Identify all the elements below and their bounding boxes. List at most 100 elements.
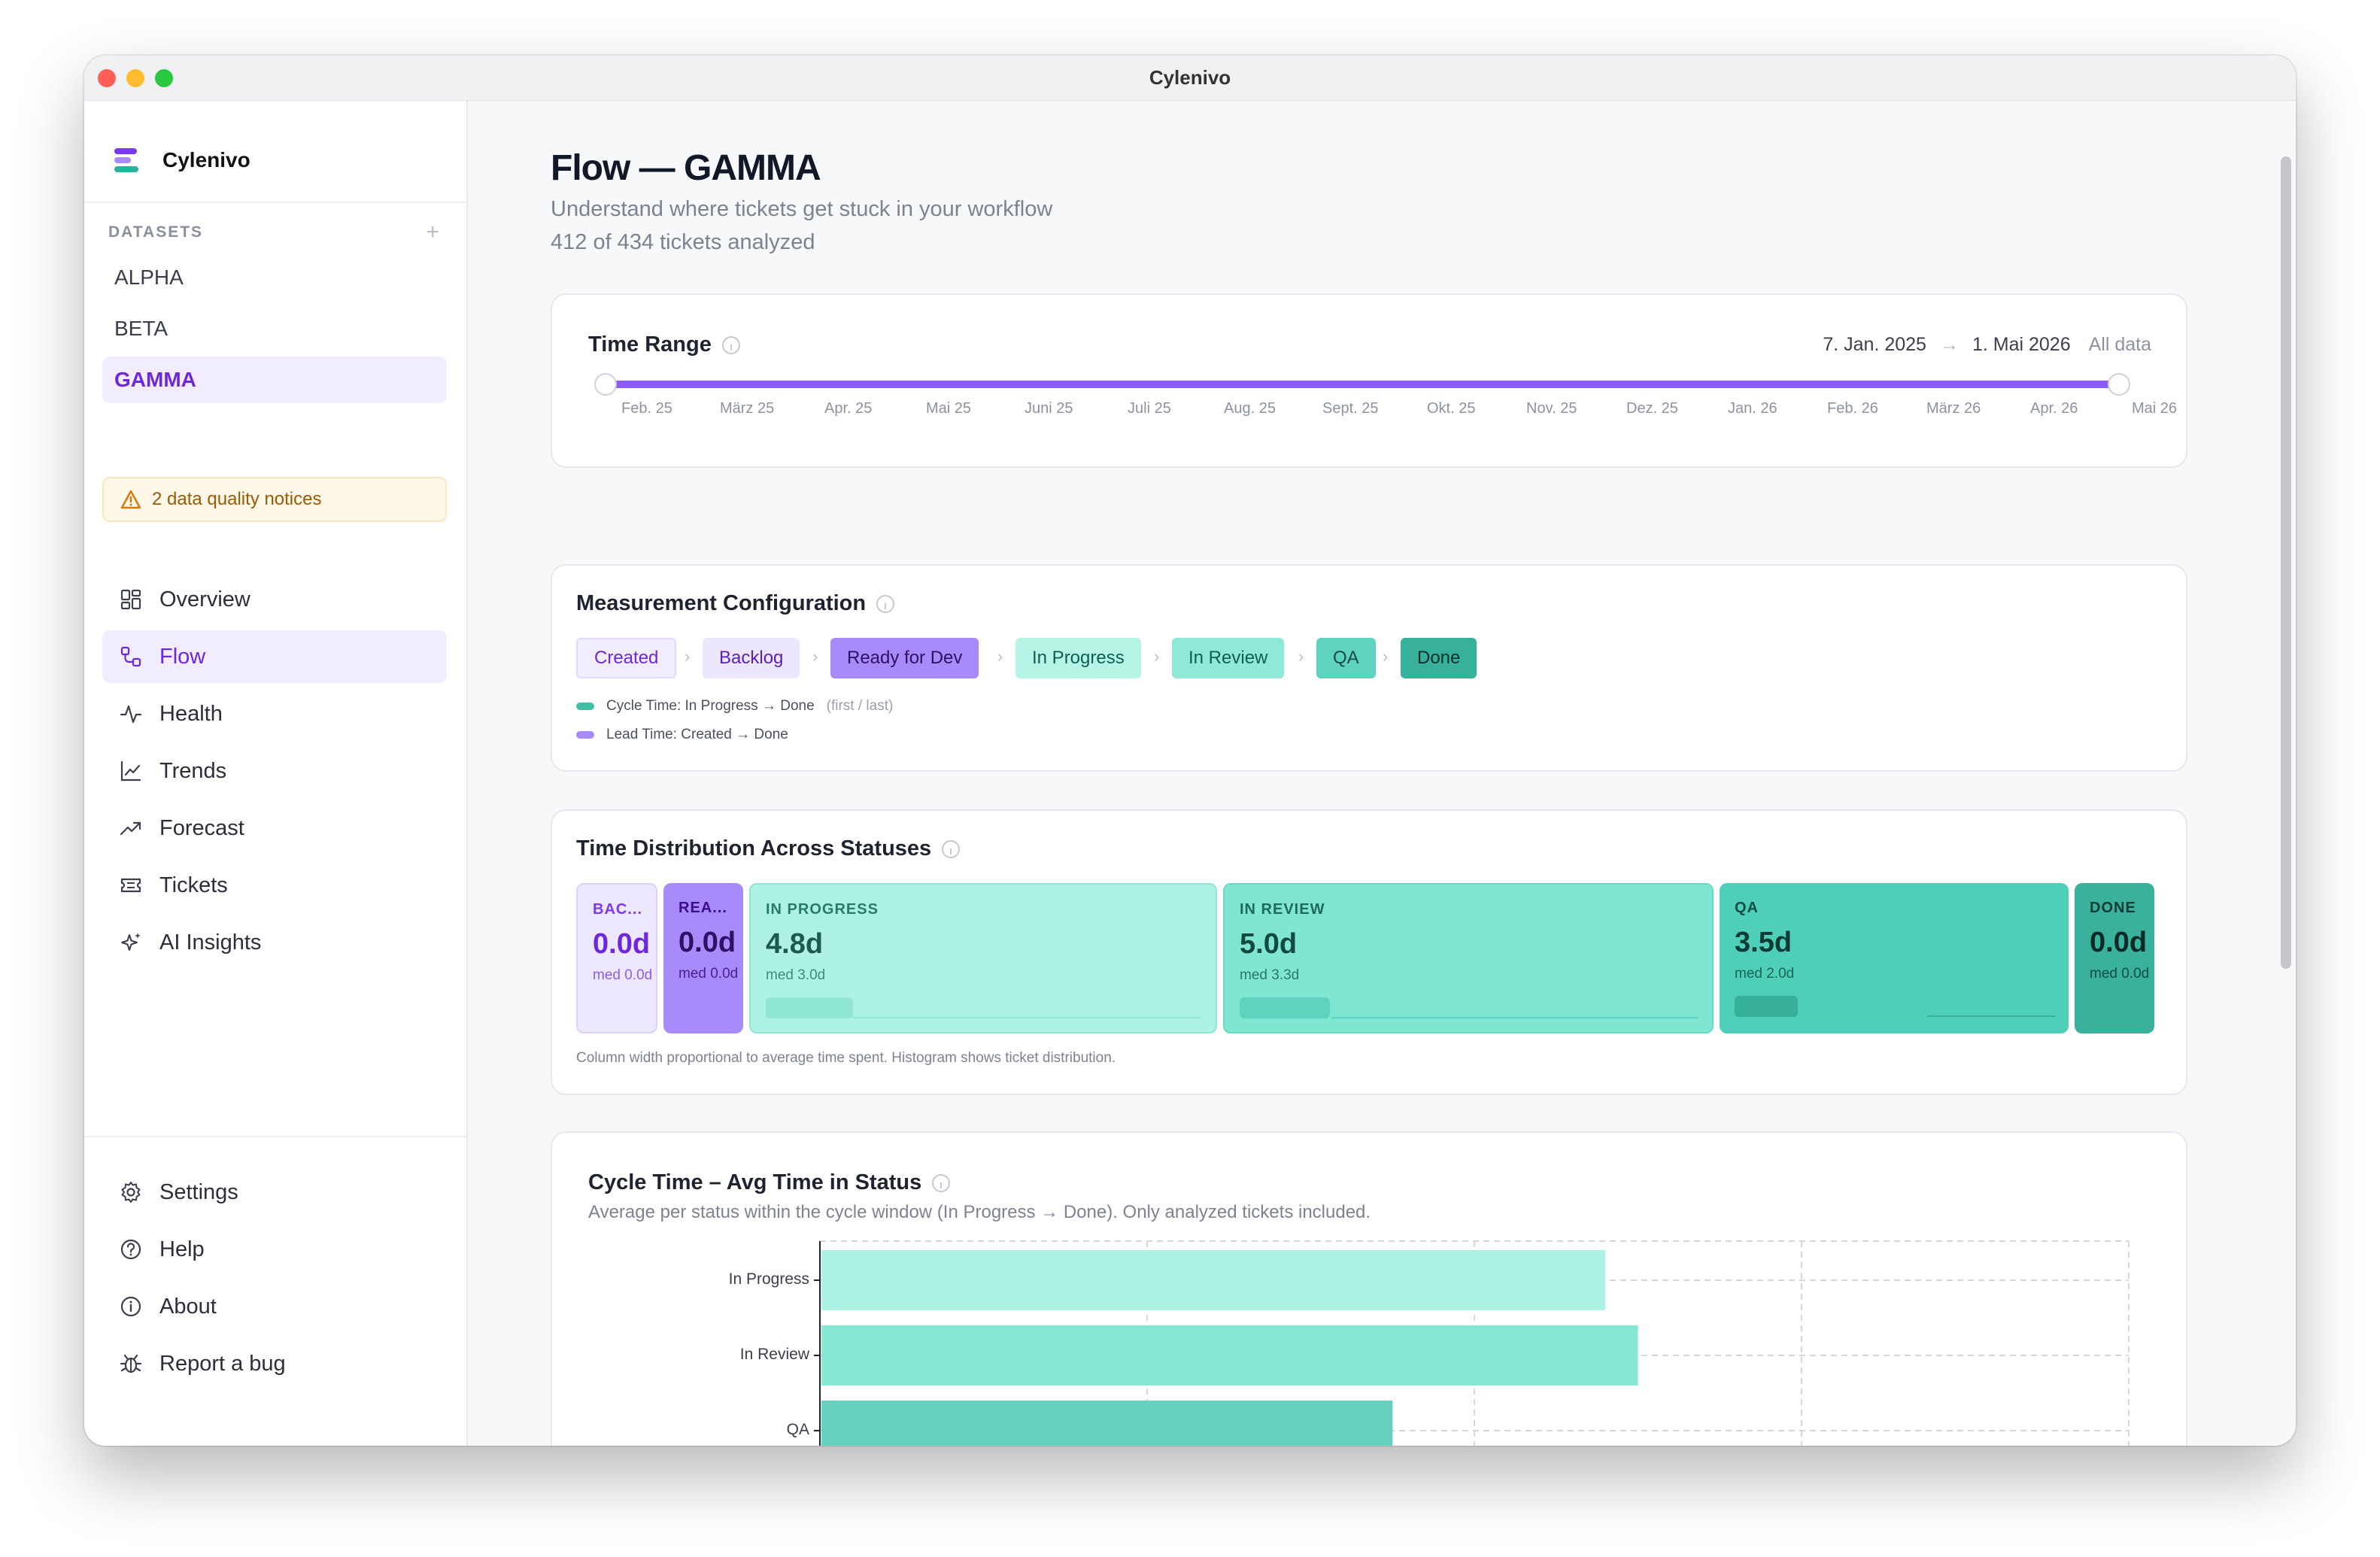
nav-item-about[interactable]: About <box>102 1280 447 1333</box>
status-chip-in-review[interactable]: In Review <box>1172 638 1285 678</box>
measurement-config-card: Measurement Configuration Created › Back… <box>551 564 2187 772</box>
y-tick-label: QA <box>786 1421 809 1438</box>
nav-label: Health <box>159 701 223 726</box>
distribution-column-done[interactable]: DONE 0.0d med 0.0d <box>2075 883 2154 1033</box>
dataset-item-alpha[interactable]: ALPHA <box>114 266 184 289</box>
dist-column-value: 5.0d <box>1240 928 1298 960</box>
tickets-analyzed-count: 412 of 434 tickets analyzed <box>551 230 815 254</box>
info-icon[interactable] <box>932 1173 951 1192</box>
dist-column-median: med 3.0d <box>766 967 826 983</box>
lead-legend-swatch <box>576 731 594 739</box>
datasets-header: DATASETS + <box>108 221 439 244</box>
nav-item-forecast[interactable]: Forecast <box>102 802 447 854</box>
brand-name: Cylenivo <box>162 148 250 171</box>
status-chip-in-progress[interactable]: In Progress <box>1015 638 1141 678</box>
flow-icon <box>120 646 141 667</box>
dataset-item-gamma[interactable]: GAMMA <box>102 357 447 403</box>
cycle-time-note: (first / last) <box>826 698 894 714</box>
distribution-note: Column width proportional to average tim… <box>576 1050 1116 1066</box>
status-chip-backlog[interactable]: Backlog <box>703 638 800 678</box>
main-scrollbar[interactable] <box>2281 156 2291 969</box>
grid-icon <box>120 589 141 610</box>
nav-item-ai-insights[interactable]: AI Insights <box>102 916 447 969</box>
status-chip-qa[interactable]: QA <box>1316 638 1376 678</box>
month-tick-label: Apr. 26 <box>2030 400 2078 417</box>
cycle-time-card: Cycle Time – Avg Time in Status Average … <box>551 1131 2187 1446</box>
info-icon[interactable] <box>942 839 961 858</box>
info-icon[interactable] <box>876 594 895 613</box>
all-data-button[interactable]: All data <box>2088 334 2151 355</box>
month-tick-label: Juni 25 <box>1025 400 1073 417</box>
distribution-column-in-progress[interactable]: IN PROGRESS 4.8d med 3.0d <box>749 883 1217 1033</box>
dataset-item-beta[interactable]: BETA <box>114 317 168 340</box>
bar-qa[interactable] <box>821 1401 1393 1446</box>
range-start-handle[interactable] <box>594 373 617 396</box>
histogram-baseline <box>853 1017 1201 1018</box>
add-dataset-button[interactable]: + <box>426 220 439 244</box>
range-start: 7. Jan. 2025 <box>1823 334 1926 355</box>
bug-icon <box>120 1354 142 1373</box>
dist-column-name: BAC... <box>593 901 642 918</box>
nav-label: Flow <box>159 644 206 669</box>
month-tick-label: Sept. 25 <box>1322 400 1379 417</box>
cycle-chart-title-text: Cycle Time – Avg Time in Status <box>588 1170 922 1194</box>
chevron-right-icon: › <box>1383 647 1389 666</box>
status-chip-done[interactable]: Done <box>1401 638 1477 678</box>
dist-column-value: 3.5d <box>1735 927 1793 958</box>
nav-item-tickets[interactable]: Tickets <box>102 859 447 912</box>
cycle-legend-swatch <box>576 703 594 710</box>
month-tick-label: Juli 25 <box>1128 400 1171 417</box>
dist-column-median: med 0.0d <box>678 966 739 982</box>
title-bar: Cylenivo <box>84 56 2296 101</box>
data-quality-notice[interactable]: 2 data quality notices <box>102 477 447 522</box>
info-icon[interactable] <box>721 335 740 354</box>
dist-column-median: med 0.0d <box>593 967 653 983</box>
cycle-time-chart <box>814 1240 2130 1446</box>
status-chip-created[interactable]: Created <box>576 638 677 678</box>
time-range-slider-track[interactable] <box>606 381 2120 388</box>
dist-column-median: med 2.0d <box>1735 966 1795 982</box>
nav-label: About <box>159 1294 217 1319</box>
chevron-right-icon: › <box>1154 647 1160 666</box>
nav-item-trends[interactable]: Trends <box>102 745 447 797</box>
histogram-baseline <box>1331 1017 1698 1018</box>
notice-label: 2 data quality notices <box>152 489 322 509</box>
range-end: 1. Mai 2026 <box>1972 334 2071 355</box>
month-tick-label: Aug. 25 <box>1224 400 1276 417</box>
minimize-window-button[interactable] <box>126 69 144 87</box>
time-range-summary: 7. Jan. 2025 → 1. Mai 2026 All data <box>1823 334 2151 356</box>
line-chart-icon <box>120 760 141 782</box>
month-tick-label: Mai 26 <box>2132 400 2178 417</box>
distribution-column-ready-for-dev[interactable]: REA... 0.0d med 0.0d <box>663 883 743 1033</box>
nav-label: Settings <box>159 1179 238 1204</box>
nav-item-health[interactable]: Health <box>102 687 447 740</box>
bar-in-review[interactable] <box>821 1325 1638 1386</box>
brand-logo-icon <box>114 147 140 174</box>
status-chip-ready-for-dev[interactable]: Ready for Dev <box>830 638 979 678</box>
nav-item-report-bug[interactable]: Report a bug <box>102 1337 447 1390</box>
nav-item-settings[interactable]: Settings <box>102 1166 447 1219</box>
time-range-title-text: Time Range <box>588 332 712 357</box>
dist-column-name: QA <box>1735 900 1759 916</box>
nav-label: Report a bug <box>159 1351 286 1376</box>
nav-item-help[interactable]: Help <box>102 1223 447 1276</box>
month-tick-label: Apr. 25 <box>824 400 873 417</box>
sidebar-divider <box>84 202 466 203</box>
distribution-column-backlog[interactable]: BAC... 0.0d med 0.0d <box>576 883 657 1033</box>
close-window-button[interactable] <box>98 69 116 87</box>
distribution-column-in-review[interactable]: IN REVIEW 5.0d med 3.3d <box>1223 883 1714 1033</box>
nav-label: AI Insights <box>159 930 262 955</box>
nav-item-flow[interactable]: Flow <box>102 630 447 683</box>
pulse-icon <box>120 705 142 724</box>
zoom-window-button[interactable] <box>155 69 173 87</box>
distribution-column-qa[interactable]: QA 3.5d med 2.0d <box>1720 883 2069 1033</box>
brand[interactable]: Cylenivo <box>114 141 250 179</box>
ticket-icon <box>120 878 141 893</box>
nav-label: Forecast <box>159 815 244 840</box>
cycle-chart-subtitle: Average per status within the cycle wind… <box>588 1202 1371 1222</box>
range-end-handle[interactable] <box>2108 373 2130 396</box>
bar-in-progress[interactable] <box>821 1250 1605 1310</box>
dist-column-value: 0.0d <box>593 928 651 960</box>
nav-item-overview[interactable]: Overview <box>102 573 447 626</box>
dist-column-name: IN REVIEW <box>1240 901 1325 918</box>
